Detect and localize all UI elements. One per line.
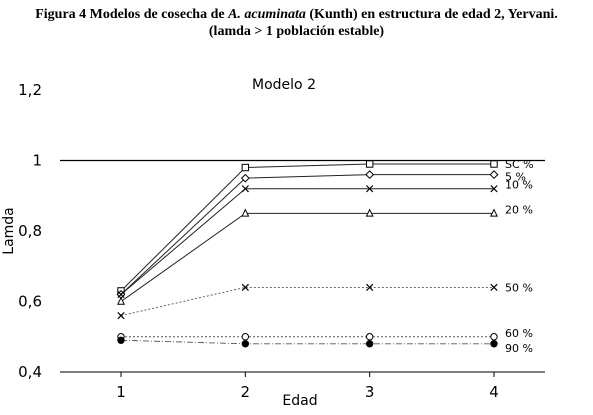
figure-caption: Figura 4 Modelos de cosecha de A. acumin… [0, 6, 593, 40]
caption-line-1: Figura 4 Modelos de cosecha de A. acumin… [0, 6, 593, 23]
series-20: 20 % [116, 203, 533, 305]
caption-line-2: (lamda > 1 población estable) [208, 24, 385, 39]
marker-triangle [365, 208, 374, 217]
x-tick-label: 1 [116, 383, 126, 401]
series-line [120, 188, 494, 295]
x-tick-label: 2 [241, 383, 251, 401]
y-tick-label: 1,2 [18, 81, 42, 99]
caption-species-name: A. acuminata [228, 7, 306, 22]
marker-circle [241, 333, 250, 341]
series-line [120, 339, 494, 345]
marker-x-stroke [241, 185, 249, 193]
series-60: 60 % [117, 327, 533, 341]
series-label: 60 % [505, 327, 533, 340]
marker-circle [365, 333, 374, 341]
series-label: 20 % [505, 203, 533, 216]
marker-x-stroke [117, 311, 125, 320]
series-sc: SC % [117, 158, 534, 295]
series-line [120, 286, 494, 317]
series-90: 90 % [117, 336, 533, 355]
series-line [120, 163, 494, 292]
marker-x-stroke [117, 290, 125, 299]
marker-filled-circle [241, 340, 250, 348]
marker-x-stroke [366, 283, 374, 292]
marker-x-stroke [241, 283, 249, 292]
marker-filled-circle [117, 336, 125, 344]
marker-square [490, 160, 498, 168]
y-axis-title: Lamda [1, 207, 17, 254]
marker-filled-circle [490, 340, 498, 348]
series-line [120, 174, 494, 295]
marker-diamond [489, 170, 499, 180]
caption-text-post: (Kunth) en estructura de edad 2, Yervani… [305, 7, 558, 22]
marker-diamond [240, 173, 250, 183]
marker-diamond [365, 170, 375, 180]
y-tick-label: 0,4 [18, 363, 42, 381]
marker-triangle [116, 296, 126, 305]
series-label: SC % [505, 158, 534, 171]
y-tick-label: 1 [32, 152, 42, 170]
marker-x-stroke [366, 185, 374, 193]
marker-circle [490, 333, 498, 341]
y-tick-label: 0,8 [18, 222, 42, 240]
series-label: 90 % [505, 342, 533, 355]
marker-triangle [241, 208, 250, 217]
x-axis-title: Edad [282, 393, 317, 409]
series-label: 5 % [505, 171, 526, 184]
series-line [120, 212, 494, 302]
x-tick-label: 4 [489, 383, 499, 401]
marker-square [365, 160, 374, 168]
series-label: 10 % [505, 179, 533, 192]
caption-text-pre: Figura 4 Modelos de cosecha de [35, 7, 229, 22]
series-group: SC %5 %10 % 20 % 50 % 60 % 90 % [116, 158, 534, 355]
series-10: 10 % [117, 179, 533, 299]
y-tick-label: 0,6 [18, 293, 42, 311]
series-label: 50 % [505, 281, 533, 294]
axes: 0,4 0,6 0,8 1 1,2 1 2 3 4 [18, 81, 545, 401]
series-50: 50 % [117, 281, 533, 320]
marker-x-stroke [490, 185, 498, 193]
x-tick-label: 3 [365, 383, 375, 401]
marker-triangle [489, 208, 499, 217]
marker-x-stroke [490, 283, 498, 292]
chart-title: Modelo 2 [252, 77, 316, 93]
marker-square [241, 163, 250, 172]
marker-filled-circle [365, 340, 374, 348]
